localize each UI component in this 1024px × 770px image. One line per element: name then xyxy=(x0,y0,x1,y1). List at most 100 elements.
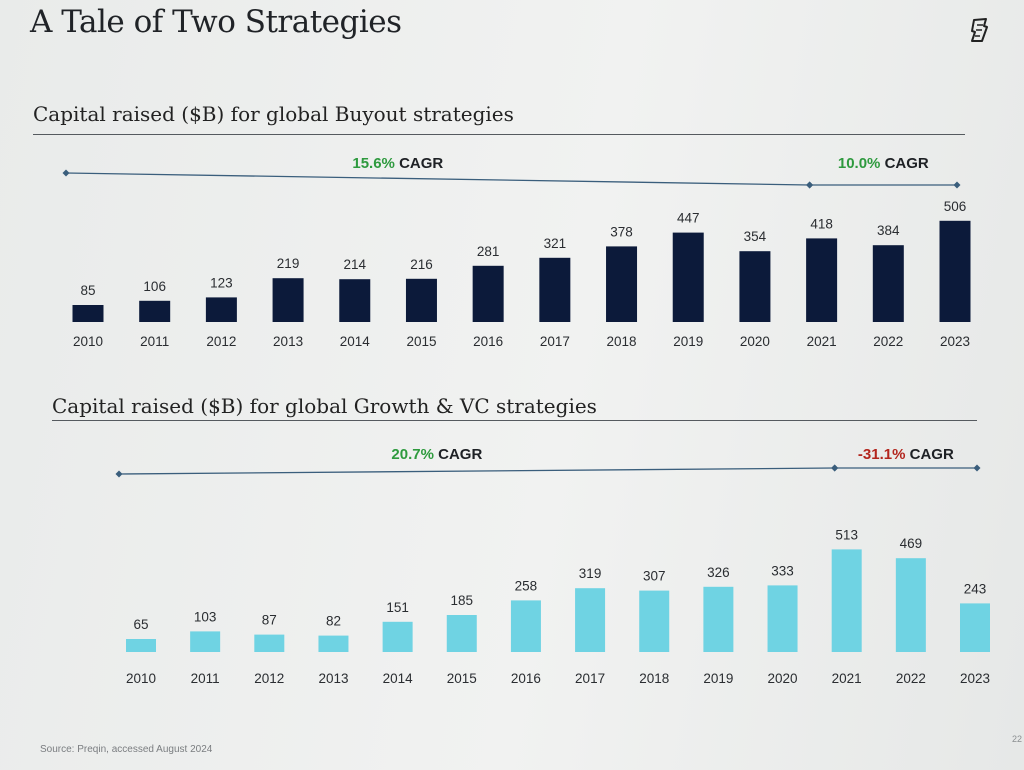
buyout-year-label-2010: 2010 xyxy=(73,334,103,349)
buyout-value-label-2017: 321 xyxy=(544,236,567,251)
buyout-year-label-2018: 2018 xyxy=(607,334,637,349)
brand-logo-icon xyxy=(971,18,988,42)
growth-vc-bar-2015 xyxy=(446,615,477,652)
growth-vc-year-label-2020: 2020 xyxy=(768,671,798,686)
growth-vc-value-label-2014: 151 xyxy=(386,600,409,615)
buyout-year-label-2020: 2020 xyxy=(740,334,770,349)
buyout-cagr-span-line-1 xyxy=(65,172,810,186)
buyout-year-label-2021: 2021 xyxy=(807,334,837,349)
buyout-value-label-2019: 447 xyxy=(677,211,700,226)
growth-vc-year-label-2013: 2013 xyxy=(318,671,348,686)
growth-vc-cagr-span-endpoint-2-2 xyxy=(973,464,981,472)
buyout-bar-2019 xyxy=(672,232,704,322)
growth-vc-cagr-span-endpoint-1-1 xyxy=(115,470,123,478)
growth-vc-bar-2020 xyxy=(767,585,798,652)
buyout-bar-2010 xyxy=(72,305,104,322)
buyout-value-label-2022: 384 xyxy=(877,223,900,238)
growth-vc-value-label-2012: 87 xyxy=(262,613,277,628)
growth-vc-value-label-2020: 333 xyxy=(771,563,794,578)
growth-vc-year-label-2022: 2022 xyxy=(896,671,926,686)
buyout-bar-2015 xyxy=(405,278,437,322)
buyout-bar-chart: 85 2010 106 2011 123 2012 219 2013 214 2014 216 201… xyxy=(62,155,971,349)
page-number: 22 xyxy=(1012,734,1023,744)
growth-vc-year-label-2019: 2019 xyxy=(703,671,733,686)
buyout-value-label-2014: 214 xyxy=(344,257,367,272)
buyout-value-label-2012: 123 xyxy=(210,275,233,290)
growth-vc-year-label-2015: 2015 xyxy=(447,671,477,686)
buyout-title-rule xyxy=(33,134,965,135)
growth-vc-bar-chart: 65 2010 103 2011 87 2012 82 2013 151 2014 185 2015 2… xyxy=(115,446,990,686)
buyout-chart-title: Capital raised ($B) for global Buyout st… xyxy=(33,102,514,126)
growth-vc-cagr-suffix-1: CAGR xyxy=(434,446,483,463)
buyout-bar-2020 xyxy=(739,251,771,322)
buyout-bar-2017 xyxy=(539,257,571,322)
buyout-value-label-2018: 378 xyxy=(610,224,633,239)
buyout-cagr-value-2: 10.0% xyxy=(838,155,881,172)
growth-vc-value-label-2011: 103 xyxy=(194,609,217,624)
buyout-bar-2016 xyxy=(472,265,504,322)
growth-vc-year-label-2017: 2017 xyxy=(575,671,605,686)
growth-vc-bar-2021 xyxy=(831,549,862,652)
buyout-year-label-2011: 2011 xyxy=(140,334,169,349)
growth-vc-year-label-2023: 2023 xyxy=(960,671,990,686)
buyout-year-label-2016: 2016 xyxy=(473,334,503,349)
growth-vc-bar-2012 xyxy=(254,634,285,652)
growth-vc-cagr-span-endpoint-2-1 xyxy=(831,464,839,472)
growth-vc-value-label-2021: 513 xyxy=(835,527,858,542)
growth-vc-year-label-2012: 2012 xyxy=(254,671,284,686)
growth-vc-cagr-span-line-1 xyxy=(118,467,835,475)
buyout-value-label-2016: 281 xyxy=(477,244,500,259)
buyout-bar-2022 xyxy=(872,245,904,322)
buyout-year-label-2013: 2013 xyxy=(273,334,303,349)
buyout-bar-2014 xyxy=(339,279,371,322)
growth-vc-year-label-2010: 2010 xyxy=(126,671,156,686)
growth-vc-title-rule xyxy=(52,420,977,421)
growth-vc-value-label-2016: 258 xyxy=(515,578,538,593)
buyout-year-label-2015: 2015 xyxy=(406,334,436,349)
buyout-year-label-2022: 2022 xyxy=(873,334,903,349)
growth-vc-value-label-2017: 319 xyxy=(579,566,602,581)
growth-vc-value-label-2023: 243 xyxy=(964,581,987,596)
growth-vc-value-label-2022: 469 xyxy=(900,536,923,551)
buyout-year-label-2017: 2017 xyxy=(540,334,570,349)
buyout-value-label-2021: 418 xyxy=(810,216,833,231)
growth-vc-bar-2013 xyxy=(318,635,349,652)
buyout-year-label-2023: 2023 xyxy=(940,334,970,349)
growth-vc-cagr-label-2: -31.1% CAGR xyxy=(858,446,954,463)
growth-vc-chart-title: Capital raised ($B) for global Growth & … xyxy=(52,394,597,418)
slide-title: A Tale of Two Strategies xyxy=(30,4,402,40)
buyout-cagr-span-endpoint-2-2 xyxy=(953,181,961,189)
growth-vc-value-label-2010: 65 xyxy=(133,617,148,632)
growth-vc-value-label-2015: 185 xyxy=(451,593,474,608)
growth-vc-year-label-2018: 2018 xyxy=(639,671,669,686)
growth-vc-bar-2018 xyxy=(639,590,670,652)
growth-vc-bar-2014 xyxy=(382,621,413,652)
growth-vc-bar-2010 xyxy=(126,639,156,652)
growth-vc-bar-2022 xyxy=(895,558,926,652)
source-footnote: Source: Preqin, accessed August 2024 xyxy=(40,744,213,755)
growth-vc-cagr-label-1: 20.7% CAGR xyxy=(391,446,482,463)
buyout-bar-2011 xyxy=(139,300,171,322)
buyout-cagr-label-2: 10.0% CAGR xyxy=(838,155,929,172)
buyout-bar-2012 xyxy=(205,297,237,322)
buyout-cagr-span-endpoint-1-1 xyxy=(62,169,70,177)
growth-vc-value-label-2013: 82 xyxy=(326,614,341,629)
growth-vc-year-label-2014: 2014 xyxy=(383,671,414,686)
growth-vc-year-label-2011: 2011 xyxy=(191,671,220,686)
buyout-bar-2021 xyxy=(806,238,838,322)
growth-vc-cagr-value-1: 20.7% xyxy=(391,446,434,463)
buyout-value-label-2020: 354 xyxy=(744,229,767,244)
buyout-cagr-suffix-1: CAGR xyxy=(395,155,444,172)
growth-vc-bar-2011 xyxy=(190,631,221,652)
buyout-bar-2023 xyxy=(939,220,971,322)
buyout-cagr-value-1: 15.6% xyxy=(352,155,395,172)
growth-vc-bar-2023 xyxy=(960,603,990,652)
growth-vc-cagr-value-2: -31.1% xyxy=(858,446,906,463)
buyout-bar-2018 xyxy=(606,246,638,322)
growth-vc-bar-2019 xyxy=(703,586,734,652)
buyout-value-label-2013: 219 xyxy=(277,256,300,271)
growth-vc-bar-2016 xyxy=(510,600,541,652)
growth-vc-value-label-2018: 307 xyxy=(643,569,666,584)
growth-vc-value-label-2019: 326 xyxy=(707,565,730,580)
buyout-year-label-2012: 2012 xyxy=(206,334,236,349)
